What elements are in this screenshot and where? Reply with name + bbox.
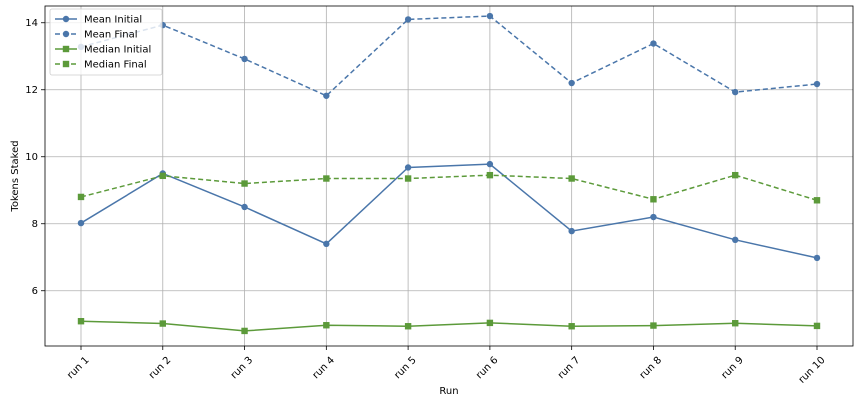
median-final-point bbox=[159, 172, 166, 180]
median-final-point bbox=[241, 180, 248, 187]
x-tick-label: run 10 bbox=[797, 355, 828, 386]
y-tick-label: 8 bbox=[32, 219, 38, 230]
mean-initial-point bbox=[404, 164, 412, 171]
legend-label: Median Final bbox=[84, 60, 147, 71]
median-final-point bbox=[568, 175, 575, 182]
mean-initial-point bbox=[650, 213, 657, 221]
y-tick-label: 6 bbox=[32, 286, 38, 297]
legend-marker bbox=[62, 30, 70, 38]
legend-label: Mean Initial bbox=[84, 15, 142, 26]
y-axis-ticks: 6 8 10 12 14 bbox=[25, 18, 45, 297]
median-final-point bbox=[77, 193, 85, 201]
median-final-point bbox=[486, 171, 494, 179]
legend-label: Median Initial bbox=[84, 45, 151, 56]
median-initial-point bbox=[568, 323, 575, 330]
x-tick-label: run 9 bbox=[719, 355, 745, 381]
legend-label: Mean Final bbox=[84, 30, 137, 41]
y-tick-label: 10 bbox=[25, 152, 38, 163]
y-tick-label: 12 bbox=[25, 85, 38, 96]
mean-initial-point bbox=[732, 236, 739, 244]
plot-frame bbox=[44, 5, 854, 347]
mean-initial-point bbox=[486, 160, 494, 168]
x-axis-label: Run bbox=[439, 386, 458, 397]
x-tick-label: run 4 bbox=[311, 355, 337, 381]
mean-final-point bbox=[732, 88, 739, 96]
legend-box bbox=[49, 8, 163, 76]
x-tick-label: run 2 bbox=[147, 355, 173, 381]
median-initial-point bbox=[650, 322, 657, 329]
x-tick-label: run 1 bbox=[65, 355, 91, 381]
legend: Mean Initial Mean Final Median Initial Medi… bbox=[49, 8, 163, 76]
mean-final-point bbox=[650, 40, 657, 47]
median-initial-point bbox=[404, 323, 412, 330]
mean-final-point bbox=[486, 12, 494, 20]
median-final-point bbox=[732, 171, 739, 179]
median-initial-point bbox=[486, 319, 494, 327]
x-tick-label: run 8 bbox=[638, 355, 664, 381]
mean-final-line bbox=[80, 15, 818, 97]
mean-initial-point bbox=[323, 240, 330, 248]
mean-final-point bbox=[323, 92, 330, 99]
legend-marker bbox=[62, 45, 70, 53]
legend-marker bbox=[62, 60, 70, 68]
x-tick-label: run 5 bbox=[392, 355, 418, 381]
median-initial-point bbox=[323, 322, 330, 329]
x-tick-label: run 6 bbox=[474, 355, 500, 381]
mean-initial-point bbox=[77, 219, 85, 227]
median-initial-point bbox=[241, 327, 248, 335]
mean-final-point bbox=[241, 55, 248, 63]
mean-initial-point bbox=[813, 254, 821, 262]
mean-initial-point bbox=[568, 227, 575, 235]
x-tick-label: run 7 bbox=[556, 355, 582, 381]
median-final-point bbox=[650, 196, 657, 203]
y-axis-label: Tokens Staked bbox=[10, 140, 21, 212]
legend-marker bbox=[62, 15, 70, 23]
mean-initial-line bbox=[80, 163, 818, 259]
mean-initial-point bbox=[241, 203, 248, 211]
median-initial-point bbox=[77, 318, 85, 325]
median-initial-point bbox=[159, 320, 166, 327]
x-axis-ticks: run 1 run 2 run 3 run 4 run 5 run 6 run 7 run 8… bbox=[65, 346, 828, 386]
median-initial-point bbox=[732, 320, 739, 327]
y-tick-label: 14 bbox=[25, 18, 38, 29]
series-layer bbox=[77, 12, 821, 335]
median-initial-line bbox=[80, 320, 818, 332]
x-tick-label: run 3 bbox=[229, 355, 255, 381]
mean-final-point bbox=[813, 80, 821, 88]
median-final-point bbox=[323, 175, 330, 182]
median-final-point bbox=[813, 197, 821, 204]
mean-final-point bbox=[404, 16, 412, 23]
mean-final-point bbox=[568, 79, 575, 87]
median-final-line bbox=[80, 174, 818, 202]
median-final-point bbox=[404, 175, 412, 182]
median-initial-point bbox=[813, 322, 821, 330]
